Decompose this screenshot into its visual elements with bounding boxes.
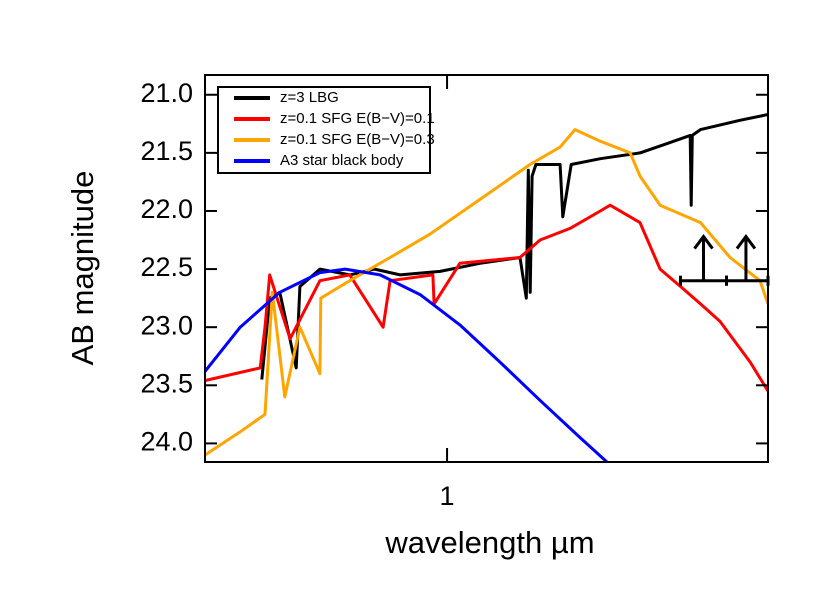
y-tick-label: 22.5 xyxy=(140,252,193,282)
y-tick-label: 22.0 xyxy=(140,194,193,224)
limit-arrow xyxy=(735,234,757,281)
series-line xyxy=(205,267,610,462)
legend-box xyxy=(217,86,431,174)
plot-area xyxy=(205,113,768,462)
y-tick-label: 23.5 xyxy=(140,368,193,398)
legend-label: A3 star black body xyxy=(280,152,404,169)
y-tick-label: 24.0 xyxy=(140,427,193,457)
limit-arrow xyxy=(693,234,714,281)
series-line xyxy=(205,128,768,457)
legend-label: z=3 LBG xyxy=(280,89,339,106)
legend-label: z=0.1 SFG E(B−V)=0.1 xyxy=(280,110,435,127)
y-tick-label: 23.0 xyxy=(140,310,193,340)
y-tick-label: 21.5 xyxy=(140,136,193,166)
x-tick-label: 1 xyxy=(440,481,455,511)
legend-label: z=0.1 SFG E(B−V)=0.3 xyxy=(280,131,435,148)
y-axis-title: AB magnitude xyxy=(65,171,100,366)
y-tick-label: 21.0 xyxy=(140,78,193,108)
x-axis-title: wavelength µm xyxy=(384,525,594,560)
series-line xyxy=(205,203,768,392)
